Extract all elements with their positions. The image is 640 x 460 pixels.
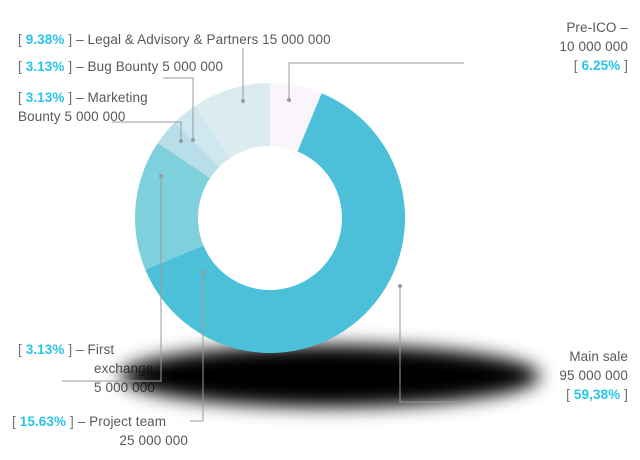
label-text-line2: 10 000 000 (559, 39, 628, 54)
leader-pre-ico (288, 62, 464, 100)
label-text-line2: 95 000 000 (559, 368, 628, 383)
percent-value: 3.13% (25, 59, 65, 74)
leader-dot-marketing-bounty (179, 139, 183, 143)
slice-marketing-bounty[interactable] (157, 122, 220, 178)
leader-dot-bug-bounty (191, 138, 195, 142)
slice-main-sale[interactable] (157, 93, 406, 354)
label-project-team[interactable]: [ 15.63% ] – Project team 25 000 000 (12, 412, 188, 450)
label-text-line2: 25 000 000 (119, 433, 188, 448)
ground-shadow-ellipse (120, 345, 540, 407)
donut-slices (135, 83, 406, 354)
slice-bug-bounty[interactable] (174, 105, 230, 168)
bracket-open: [ (12, 414, 16, 429)
leader-marketing-bounty (112, 121, 182, 141)
percent-value: 9.38% (25, 32, 65, 47)
leader-dot-legal (241, 99, 245, 103)
bracket-close: ] (68, 90, 73, 105)
bracket-open: [ (566, 387, 571, 402)
label-text: – Legal & Advisory & Partners 15 000 000 (76, 32, 331, 47)
leader-project-team (190, 272, 204, 422)
label-text-line1: Main sale (569, 349, 628, 364)
bracket-close: ] (68, 32, 73, 47)
leader-dots (159, 98, 402, 288)
label-text-line1: – Project team (77, 414, 167, 429)
bracket-close: ] (624, 387, 628, 402)
leader-first-exchange (62, 176, 162, 382)
leader-main-sale (399, 286, 464, 403)
bracket-close: ] (69, 414, 74, 429)
slice-pre-ico[interactable] (270, 83, 322, 152)
label-text-line2: Bounty 5 000 000 (18, 109, 126, 124)
percent-value: 3.13% (25, 90, 65, 105)
leader-dot-main-sale (398, 284, 402, 288)
leader-dot-pre-ico (287, 98, 291, 102)
label-bug-bounty[interactable]: [ 3.13% ] – Bug Bounty 5 000 000 (18, 57, 223, 76)
percent-value: 6.25% (581, 58, 621, 73)
bracket-open: [ (18, 59, 22, 74)
bracket-close: ] (68, 342, 73, 357)
bracket-open: [ (18, 90, 22, 105)
bracket-close: ] (68, 59, 73, 74)
leader-bug-bounty (163, 77, 194, 140)
label-legal-advisory[interactable]: [ 9.38% ] – Legal & Advisory & Partners … (18, 30, 331, 49)
percent-value: 3.13% (25, 342, 65, 357)
label-pre-ico[interactable]: Pre-ICO – 10 000 000 [ 6.25% ] (559, 18, 628, 75)
label-text-line1: – Marketing (76, 90, 148, 105)
label-marketing-bounty[interactable]: [ 3.13% ] – Marketing Bounty 5 000 000 (18, 88, 148, 126)
slice-project-team[interactable] (135, 143, 211, 270)
bracket-open: [ (18, 32, 22, 47)
percent-group: [ 59,38% ] (559, 385, 628, 404)
percent-value: 59,38% (573, 387, 621, 402)
leader-dot-first-exchange (159, 174, 163, 178)
bracket-open: [ (573, 58, 578, 73)
label-text-line1: Pre-ICO – (566, 20, 628, 35)
label-text: – Bug Bounty 5 000 000 (76, 59, 224, 74)
percent-group: [ 6.25% ] (559, 56, 628, 75)
label-main-sale[interactable]: Main sale 95 000 000 [ 59,38% ] (559, 347, 628, 404)
percent-value: 15.63% (19, 414, 67, 429)
label-text-line1: – First (76, 342, 115, 357)
bracket-open: [ (18, 342, 22, 357)
bracket-close: ] (624, 58, 628, 73)
leader-dot-project-team (201, 270, 205, 274)
slice-legal-advisory[interactable] (195, 83, 270, 159)
